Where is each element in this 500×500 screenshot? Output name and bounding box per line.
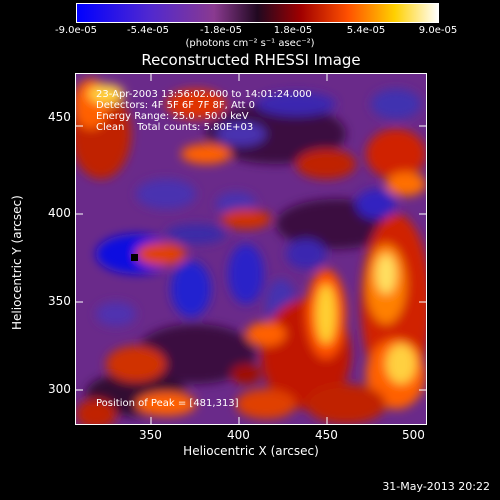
colorbar-tick-label: 5.4e-05: [346, 25, 386, 36]
image-title: Reconstructed RHESSI Image: [141, 51, 361, 69]
x-axis-label: Heliocentric X (arcsec): [183, 444, 319, 458]
energy-range-label: Energy Range: 25.0 - 50.0 keV: [96, 111, 249, 122]
x-tick-label: 400: [227, 428, 250, 442]
colorbar-tick-label: -5.4e-05: [127, 25, 169, 36]
colorbar-tick-label: 1.8e-05: [273, 25, 313, 36]
rhessi-image: 23-Apr-2003 13:56:02.000 to 14:01:24.000…: [75, 73, 427, 425]
image-heatmap: [76, 74, 426, 424]
colorbar-tick-label: -1.8e-05: [200, 25, 242, 36]
timestamp-footer: 31-May-2013 20:22: [382, 480, 490, 493]
peak-marker: [131, 254, 138, 261]
y-axis-label: Heliocentric Y (arcsec): [10, 195, 24, 330]
detectors-label: Detectors: 4F 5F 6F 7F 8F, Att 0: [96, 100, 256, 111]
x-tick-label: 500: [402, 428, 425, 442]
colorbar-gradient: [77, 4, 438, 22]
peak-position-label: Position of Peak = [481,313]: [96, 398, 239, 409]
colorbar: [76, 3, 439, 23]
y-tick-label: 300: [48, 382, 71, 396]
y-tick-label: 400: [48, 206, 71, 220]
x-tick-label: 350: [139, 428, 162, 442]
y-tick-label: 350: [48, 294, 71, 308]
time-range-label: 23-Apr-2003 13:56:02.000 to 14:01:24.000: [96, 89, 312, 100]
y-tick-label: 450: [48, 110, 71, 124]
colorbar-tick-label: 9.0e-05: [418, 25, 458, 36]
colorbar-units: (photons cm⁻² s⁻¹ asec⁻²): [185, 38, 315, 49]
colorbar-tick-label: -9.0e-05: [55, 25, 97, 36]
x-tick-label: 450: [315, 428, 338, 442]
clean-counts-label: Clean Total counts: 5.80E+03: [96, 122, 254, 133]
